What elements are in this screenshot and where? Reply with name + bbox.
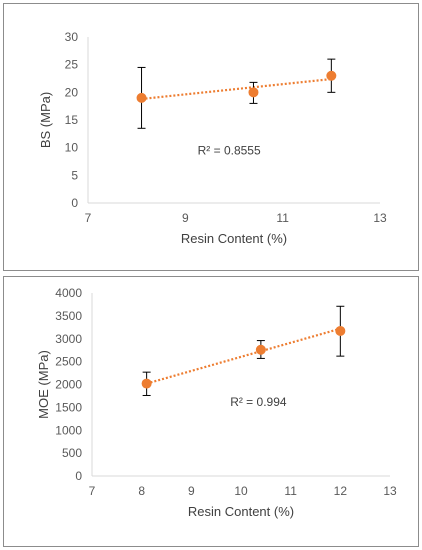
x-tick-label: 8 [138,484,145,498]
x-axis-title: Resin Content (%) [181,231,287,246]
data-point [136,92,147,103]
x-tick-label: 11 [276,211,289,225]
y-tick-label: 500 [62,446,82,460]
data-point [141,378,152,389]
y-axis-title: BS (MPa) [38,92,53,148]
moe-chart-panel: 0 500 1000 1500 2000 2500 3000 3500 4000 7 8 9 10 11 1… [3,276,419,547]
x-tick-label: 9 [182,211,189,225]
x-tick-label: 13 [373,211,387,225]
trendline [141,77,332,101]
bs-chart: 0 5 10 15 20 25 30 7 9 11 13 Resin Content (%) BS (M… [38,30,387,246]
y-tick-label: 20 [65,85,79,99]
x-tick-label: 10 [234,484,248,498]
y-tick-label: 0 [71,196,78,210]
x-axis-title: Resin Content (%) [188,504,294,519]
y-tick-label: 1500 [55,400,82,414]
trendline [146,327,341,385]
bs-chart-panel: 0 5 10 15 20 25 30 7 9 11 13 Resin Content (%) BS (M… [3,3,419,271]
data-point [326,70,337,81]
y-tick-label: 1000 [55,423,82,437]
y-tick-label: 15 [65,113,79,127]
y-tick-label: 10 [65,141,79,155]
y-tick-label: 0 [75,469,82,483]
y-tick-label: 4000 [55,286,82,300]
data-point [248,87,259,98]
y-tick-label: 30 [65,30,79,44]
moe-chart: 0 500 1000 1500 2000 2500 3000 3500 4000 7 8 9 10 11 1… [36,286,397,519]
r-squared-label: R² = 0.994 [230,395,287,409]
x-tick-label: 13 [383,484,397,498]
y-axis-title: MOE (MPa) [36,350,51,419]
x-tick-label: 7 [89,484,96,498]
y-tick-label: 2500 [55,355,82,369]
x-tick-label: 12 [334,484,348,498]
x-tick-label: 11 [284,484,297,498]
y-tick-label: 3000 [55,332,82,346]
y-tick-label: 2000 [55,378,82,392]
x-tick-label: 9 [188,484,195,498]
data-point [335,325,346,336]
y-tick-label: 5 [71,168,78,182]
r-squared-label: R² = 0.8555 [198,143,261,157]
y-tick-label: 25 [65,58,79,72]
x-tick-label: 7 [85,211,92,225]
y-tick-label: 3500 [55,309,82,323]
data-point [255,344,266,355]
